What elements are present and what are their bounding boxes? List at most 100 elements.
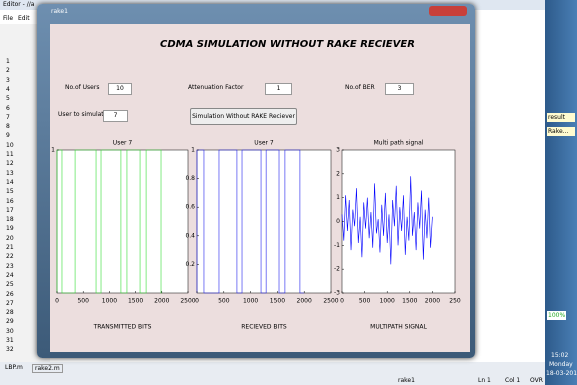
signal-line [196,149,305,294]
y-tick-label: -1 [334,242,340,249]
x-tick-label: 1000 [102,298,117,305]
status: rake1 [398,377,415,384]
line-number: 17 [6,206,14,214]
field-label: Attenuation Factor [188,84,244,91]
task-item[interactable]: result [547,113,575,122]
y-tick-label: 1 [336,194,340,201]
field-input[interactable]: 1 [265,83,292,95]
plot-area [196,149,332,294]
line-number: 30 [6,327,14,335]
x-tick-label: 250 [449,298,461,305]
x-tick-label: 500 [218,298,230,305]
line-number: 6 [6,104,10,112]
line-number: 9 [6,132,10,140]
line-number: 18 [6,216,14,224]
x-tick-label: 0 [195,298,199,305]
x-tick-label: 1000 [380,298,395,305]
line-number: 13 [6,169,14,177]
x-axis-label: RECIEVED BITS [241,324,287,331]
y-tick-label: 0.2 [185,261,195,268]
x-axis-label: MULTIPATH SIGNAL [370,324,427,331]
plot-title: Multi path signal [374,140,424,147]
y-tick-label: 0.8 [185,175,195,182]
line-number: 20 [6,234,14,242]
x-tick-label: 2000 [297,298,312,305]
line-number: 2 [6,67,10,75]
plot-title: User 7 [113,140,133,147]
simulate-button[interactable]: Simulation Without RAKE Reciever [190,108,297,125]
line-number: 25 [6,281,14,289]
y-tick-label: -3 [334,290,340,297]
day: Monday [549,361,573,368]
x-tick-label: 1000 [243,298,258,305]
field-input[interactable]: 3 [385,83,414,95]
line-number: 14 [6,178,14,186]
x-tick-label: 500 [77,298,89,305]
line-number: 7 [6,113,10,121]
signal-line [56,149,162,294]
y-tick-label: 1 [191,147,195,154]
close-button[interactable] [429,6,467,16]
taskbar: result Rake... 100% 15:02 Monday 18-03-2… [545,0,577,385]
line-number: 3 [6,76,10,84]
line-number: 22 [6,253,14,261]
x-axis-label: TRANSMITTED BITS [93,324,152,331]
field-label: User to simulate [58,111,108,118]
statusbar [0,362,577,385]
line-number: 10 [6,141,14,149]
x-tick-label: 2500 [180,298,195,305]
x-tick-label: 0 [340,298,344,305]
line-number: 32 [6,346,14,354]
line-number: 16 [6,197,14,205]
x-tick-label: 0 [55,298,59,305]
window-title: rake1 [51,8,68,15]
line-number: 27 [6,299,14,307]
line-number: 19 [6,225,14,233]
x-tick-label: 2000 [154,298,169,305]
field-input[interactable]: 7 [103,110,128,122]
editor-title: Editor - //a [3,1,35,8]
line-number: 4 [6,85,10,93]
x-tick-label: 1500 [402,298,417,305]
zoom: 100% [547,311,567,320]
tab[interactable]: rake2.m [32,364,63,373]
line-number: 24 [6,271,14,279]
line-number: 8 [6,123,10,131]
line-number: 15 [6,188,14,196]
status: Ln 1 [478,377,491,384]
y-tick-label: 3 [336,147,340,154]
field-label: No.of BER [345,84,375,91]
line-number: 12 [6,160,14,168]
x-tick-label: 1500 [270,298,285,305]
task-item[interactable]: Rake... [547,127,575,136]
heading: CDMA SIMULATION WITHOUT RAKE RECIEVER [160,39,415,50]
status: Col 1 [505,377,521,384]
line-number: 5 [6,95,10,103]
x-tick-label: 1500 [128,298,143,305]
plot-area [56,149,189,294]
y-tick-label: 0.4 [185,232,195,239]
tab[interactable]: LBP.m [5,364,23,371]
y-tick-label: 2 [336,170,340,177]
line-number: 29 [6,318,14,326]
menu[interactable]: File [3,15,14,22]
x-tick-label: 500 [359,298,371,305]
field-label: No.of Users [65,84,100,91]
line-number: 11 [6,151,14,158]
signal-line [341,176,433,265]
plot-area [341,149,456,294]
clock: 15:02 [551,352,569,359]
menu[interactable]: Edit [18,15,30,22]
line-number: 31 [6,337,14,344]
y-tick-label: 0.6 [185,204,195,211]
status: OVR [530,377,543,384]
y-tick-label: -2 [334,266,340,273]
field-input[interactable]: 10 [108,83,132,95]
date: 18-03-2011 [546,370,577,377]
plot-title: User 7 [254,140,274,147]
x-tick-label: 2000 [425,298,440,305]
y-tick-label: 1 [51,147,55,154]
line-number: 21 [6,244,14,251]
